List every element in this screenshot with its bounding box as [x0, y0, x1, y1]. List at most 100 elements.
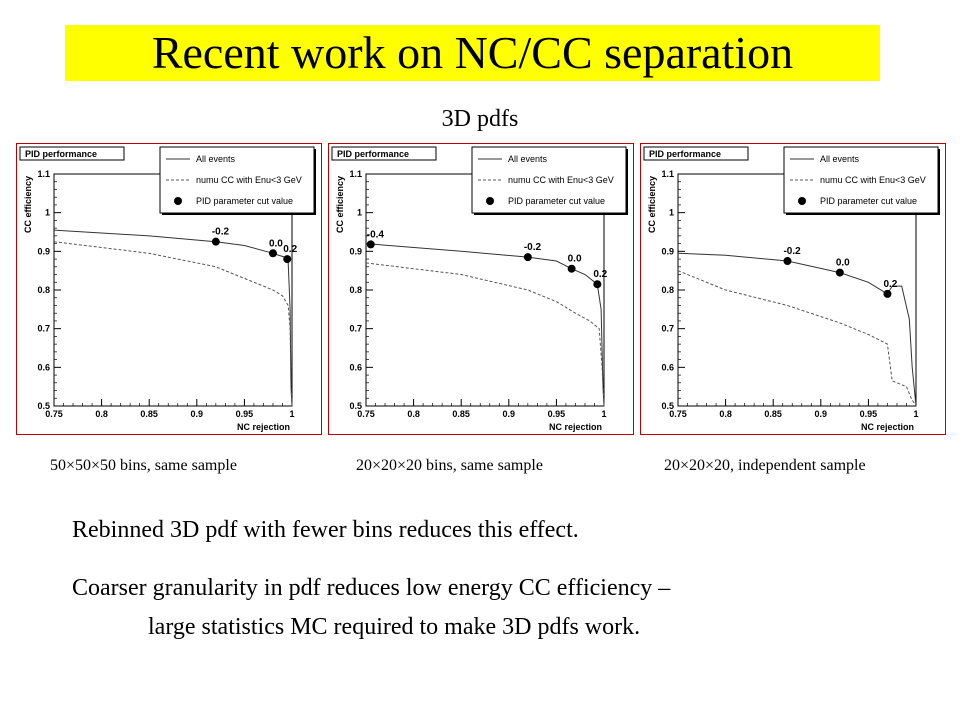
y-tick-label: 0.7 — [661, 324, 674, 334]
chart-title: PID performance — [649, 149, 721, 159]
y-axis-label: CC efficiency — [647, 176, 657, 233]
x-tick-label: 0.85 — [140, 409, 158, 419]
chart-panel-1: PID performance 0.5 0.6 0.7 0.8 0.9 1 1.1 0.75 0.… — [16, 143, 322, 435]
chart-svg: PID performance 0.5 0.6 0.7 0.8 0.9 1 1.1 0.75 0.… — [643, 146, 940, 432]
x-tick-label: 0.9 — [191, 409, 204, 419]
legend-box — [783, 146, 939, 214]
legend-entry: numu CC with Enu<3 GeV — [196, 175, 302, 185]
body-text-2-line-2: large statistics MC required to make 3D … — [148, 614, 641, 640]
cut-point-label: 0.2 — [283, 244, 297, 255]
x-tick-label: 0.8 — [407, 409, 420, 419]
series-line-numu-cc — [677, 270, 917, 407]
y-tick-label: 0.6 — [37, 362, 50, 372]
cut-point-marker — [883, 289, 892, 298]
y-tick-label: 0.5 — [661, 401, 674, 411]
chart-title: PID performance — [25, 149, 97, 159]
cut-point-label: -0.2 — [783, 246, 801, 257]
y-tick-label: 0.6 — [349, 362, 362, 372]
cut-point-marker — [211, 237, 220, 246]
legend-box — [159, 146, 315, 214]
x-tick-label: 0.75 — [45, 409, 63, 419]
x-tick-label: 0.8 — [95, 409, 108, 419]
y-tick-label: 1.1 — [37, 169, 50, 179]
cut-point-marker — [523, 253, 532, 262]
body-text-2-line-1: Coarser granularity in pdf reduces low e… — [72, 575, 671, 601]
x-tick-label: 1 — [289, 409, 294, 419]
y-tick-label: 1 — [45, 208, 50, 218]
caption-panel-1: 50×50×50 bins, same sample — [50, 457, 237, 474]
cut-point-label: 0.2 — [883, 279, 897, 290]
legend-entry: PID parameter cut value — [196, 196, 293, 206]
x-tick-label: 0.75 — [357, 409, 375, 419]
y-tick-label: 0.7 — [37, 324, 50, 334]
y-tick-label: 0.8 — [661, 285, 674, 295]
x-axis-label: NC rejection — [237, 422, 290, 432]
series-line-numu-cc — [365, 262, 605, 407]
cut-point-marker — [835, 268, 844, 277]
y-tick-label: 1.1 — [661, 169, 674, 179]
legend-entry: numu CC with Enu<3 GeV — [820, 175, 926, 185]
cut-point-marker — [366, 240, 375, 249]
y-tick-label: 0.5 — [37, 401, 50, 411]
legend-box — [471, 146, 627, 214]
legend-entry: All events — [508, 154, 548, 164]
legend-entry: numu CC with Enu<3 GeV — [508, 175, 614, 185]
chart-svg: PID performance 0.5 0.6 0.7 0.8 0.9 1 1.1 0.75 0.… — [331, 146, 628, 432]
x-tick-label: 0.85 — [764, 409, 782, 419]
x-tick-label: 0.9 — [815, 409, 828, 419]
x-tick-label: 0.85 — [452, 409, 470, 419]
x-tick-label: 1 — [913, 409, 918, 419]
y-tick-label: 1.1 — [349, 169, 362, 179]
cut-point-label: 0.0 — [269, 238, 283, 249]
cut-point-label: -0.2 — [524, 242, 542, 253]
cut-point-marker — [283, 255, 292, 264]
x-tick-label: 0.9 — [503, 409, 516, 419]
legend-swatch-marker — [486, 197, 494, 205]
x-tick-label: 0.8 — [719, 409, 732, 419]
chart-panel-3: PID performance 0.5 0.6 0.7 0.8 0.9 1 1.1 0.75 0.… — [640, 143, 946, 435]
x-tick-label: 0.95 — [860, 409, 878, 419]
legend-swatch-marker — [174, 197, 182, 205]
y-tick-label: 0.8 — [349, 285, 362, 295]
x-tick-label: 0.95 — [236, 409, 254, 419]
caption-panel-3: 20×20×20, independent sample — [664, 457, 866, 474]
slide-subtitle: 3D pdfs — [441, 106, 519, 132]
legend-entry: All events — [196, 154, 236, 164]
x-tick-label: 1 — [601, 409, 606, 419]
caption-panel-2: 20×20×20 bins, same sample — [356, 457, 543, 474]
x-axis-label: NC rejection — [549, 422, 602, 432]
cut-point-marker — [567, 264, 576, 273]
title-highlight — [65, 25, 880, 81]
y-tick-label: 0.7 — [349, 324, 362, 334]
x-tick-label: 0.75 — [669, 409, 687, 419]
cut-point-marker — [783, 257, 792, 265]
y-tick-label: 1 — [669, 208, 674, 218]
y-tick-label: 1 — [357, 208, 362, 218]
chart-title-box — [331, 146, 437, 161]
y-axis-label: CC efficiency — [23, 176, 33, 233]
body-text-1: Rebinned 3D pdf with fewer bins reduces … — [72, 517, 579, 543]
x-tick-label: 0.95 — [548, 409, 566, 419]
chart-panel-2: PID performance 0.5 0.6 0.7 0.8 0.9 1 1.1 0.75 0.… — [328, 143, 634, 435]
cut-point-label: 0.0 — [836, 258, 850, 269]
y-tick-label: 0.9 — [349, 246, 362, 256]
cut-point-label: 0.2 — [593, 269, 607, 280]
legend-entry: All events — [820, 154, 860, 164]
y-tick-label: 0.9 — [37, 246, 50, 256]
cut-point-marker — [268, 249, 277, 258]
x-axis-label: NC rejection — [861, 422, 914, 432]
legend-entry: PID parameter cut value — [820, 196, 917, 206]
series-line-numu-cc — [53, 241, 293, 407]
legend-entry: PID parameter cut value — [508, 196, 605, 206]
chart-svg: PID performance 0.5 0.6 0.7 0.8 0.9 1 1.1 0.75 0.… — [19, 146, 316, 432]
cut-point-marker — [593, 280, 602, 289]
y-tick-label: 0.5 — [349, 401, 362, 411]
chart-title-box — [643, 146, 749, 161]
cut-point-label: 0.0 — [568, 254, 582, 265]
cut-point-label: -0.2 — [212, 227, 230, 238]
y-tick-label: 0.9 — [661, 246, 674, 256]
y-tick-label: 0.8 — [37, 285, 50, 295]
chart-title: PID performance — [337, 149, 409, 159]
legend-swatch-marker — [798, 197, 806, 205]
y-axis-label: CC efficiency — [335, 176, 345, 233]
